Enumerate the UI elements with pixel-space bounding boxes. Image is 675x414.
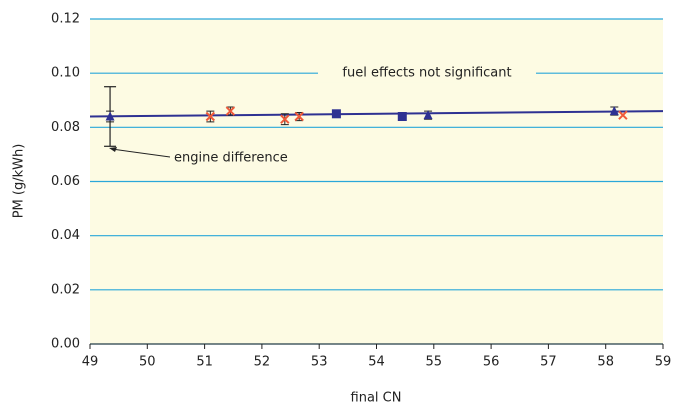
y-axis-label: PM (g/kWh) <box>12 144 27 219</box>
point <box>397 112 407 121</box>
arrow-head <box>109 147 117 152</box>
point <box>280 114 290 124</box>
y-tick-label: 0.10 <box>51 66 80 81</box>
x-tick-label: 59 <box>655 355 672 370</box>
trend-line <box>89 110 664 118</box>
annotation: fuel effects not significant <box>342 66 511 81</box>
point <box>331 109 341 119</box>
y-tick-label: 0.02 <box>51 282 80 297</box>
point <box>105 111 115 121</box>
y-tick-label: 0.04 <box>51 228 80 243</box>
point <box>294 111 304 122</box>
annotation-background <box>318 64 536 83</box>
y-tick-label: 0.06 <box>51 174 80 189</box>
point <box>609 106 619 116</box>
point <box>618 110 628 120</box>
x-tick-label: 58 <box>597 355 614 370</box>
x-tick-label: 56 <box>483 355 500 370</box>
point <box>423 110 433 120</box>
x-tick-label: 51 <box>196 355 213 370</box>
point <box>225 106 236 116</box>
x-axis-label: final CN <box>351 391 402 406</box>
y-tick-label: 0.08 <box>51 120 80 135</box>
x-tick-label: 50 <box>139 355 156 370</box>
x-tick-label: 49 <box>82 355 99 370</box>
x-tick-label: 53 <box>311 355 328 370</box>
x-tick-label: 52 <box>254 355 271 370</box>
point <box>205 111 216 122</box>
annotation: engine difference <box>174 151 288 166</box>
x-tick-label: 54 <box>368 355 385 370</box>
y-tick-label: 0.12 <box>51 12 80 27</box>
y-tick-label: 0.00 <box>51 337 80 352</box>
x-tick-label: 55 <box>426 355 443 370</box>
x-tick-label: 57 <box>540 355 557 370</box>
annotation-arrow <box>111 148 171 158</box>
